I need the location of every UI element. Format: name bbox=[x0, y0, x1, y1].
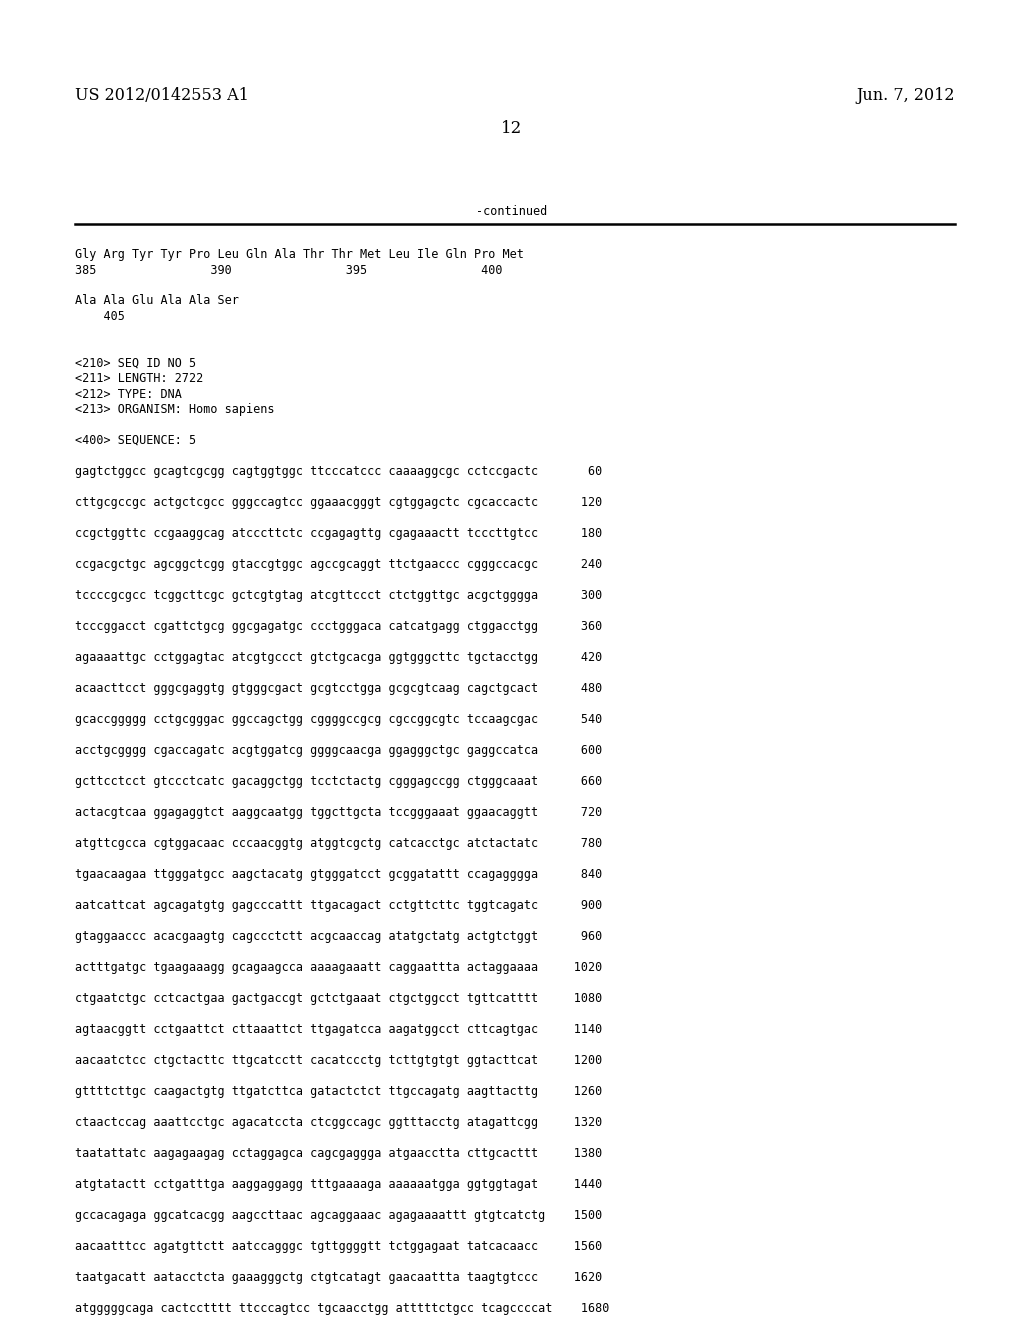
Text: <211> LENGTH: 2722: <211> LENGTH: 2722 bbox=[75, 372, 203, 385]
Text: aacaatctcc ctgctacttc ttgcatcctt cacatccctg tcttgtgtgt ggtacttcat     1200: aacaatctcc ctgctacttc ttgcatcctt cacatcc… bbox=[75, 1053, 602, 1067]
Text: actttgatgc tgaagaaagg gcagaagcca aaaagaaatt caggaattta actaggaaaa     1020: actttgatgc tgaagaaagg gcagaagcca aaaagaa… bbox=[75, 961, 602, 974]
Text: aatcattcat agcagatgtg gagcccattt ttgacagact cctgttcttc tggtcagatc      900: aatcattcat agcagatgtg gagcccattt ttgacag… bbox=[75, 899, 602, 912]
Text: gtaggaaccc acacgaagtg cagccctctt acgcaaccag atatgctatg actgtctggt      960: gtaggaaccc acacgaagtg cagccctctt acgcaac… bbox=[75, 931, 602, 942]
Text: US 2012/0142553 A1: US 2012/0142553 A1 bbox=[75, 87, 249, 103]
Text: <400> SEQUENCE: 5: <400> SEQUENCE: 5 bbox=[75, 434, 197, 447]
Text: gagtctggcc gcagtcgcgg cagtggtggc ttcccatccc caaaaggcgc cctccgactc       60: gagtctggcc gcagtcgcgg cagtggtggc ttcccat… bbox=[75, 465, 602, 478]
Text: cttgcgccgc actgctcgcc gggccagtcc ggaaacgggt cgtggagctc cgcaccactc      120: cttgcgccgc actgctcgcc gggccagtcc ggaaacg… bbox=[75, 496, 602, 510]
Text: 385                390                395                400: 385 390 395 400 bbox=[75, 264, 503, 276]
Text: gttttcttgc caagactgtg ttgatcttca gatactctct ttgccagatg aagttacttg     1260: gttttcttgc caagactgtg ttgatcttca gatactc… bbox=[75, 1085, 602, 1098]
Text: atgtatactt cctgatttga aaggaggagg tttgaaaaga aaaaaatgga ggtggtagat     1440: atgtatactt cctgatttga aaggaggagg tttgaaa… bbox=[75, 1177, 602, 1191]
Text: aacaatttcc agatgttctt aatccagggc tgttggggtt tctggagaat tatcacaacc     1560: aacaatttcc agatgttctt aatccagggc tgttggg… bbox=[75, 1239, 602, 1253]
Text: tgaacaagaa ttgggatgcc aagctacatg gtgggatcct gcggatattt ccagagggga      840: tgaacaagaa ttgggatgcc aagctacatg gtgggat… bbox=[75, 869, 602, 880]
Text: Ala Ala Glu Ala Ala Ser: Ala Ala Glu Ala Ala Ser bbox=[75, 294, 239, 308]
Text: 12: 12 bbox=[502, 120, 522, 137]
Text: ctgaatctgc cctcactgaa gactgaccgt gctctgaaat ctgctggcct tgttcatttt     1080: ctgaatctgc cctcactgaa gactgaccgt gctctga… bbox=[75, 993, 602, 1005]
Text: acctgcgggg cgaccagatc acgtggatcg ggggcaacga ggagggctgc gaggccatca      600: acctgcgggg cgaccagatc acgtggatcg ggggcaa… bbox=[75, 744, 602, 756]
Text: ctaactccag aaattcctgc agacatccta ctcggccagc ggtttacctg atagattcgg     1320: ctaactccag aaattcctgc agacatccta ctcggcc… bbox=[75, 1115, 602, 1129]
Text: taatattatc aagagaagag cctaggagca cagcgaggga atgaacctta cttgcacttt     1380: taatattatc aagagaagag cctaggagca cagcgag… bbox=[75, 1147, 602, 1160]
Text: <213> ORGANISM: Homo sapiens: <213> ORGANISM: Homo sapiens bbox=[75, 403, 274, 416]
Text: actacgtcaa ggagaggtct aaggcaatgg tggcttgcta tccgggaaat ggaacaggtt      720: actacgtcaa ggagaggtct aaggcaatgg tggcttg… bbox=[75, 807, 602, 818]
Text: gcttcctcct gtccctcatc gacaggctgg tcctctactg cgggagccgg ctgggcaaat      660: gcttcctcct gtccctcatc gacaggctgg tcctcta… bbox=[75, 775, 602, 788]
Text: atgggggcaga cactcctttt ttcccagtcc tgcaacctgg atttttctgcc tcagccccat    1680: atgggggcaga cactcctttt ttcccagtcc tgcaac… bbox=[75, 1302, 609, 1315]
Text: -continued: -continued bbox=[476, 205, 548, 218]
Text: <212> TYPE: DNA: <212> TYPE: DNA bbox=[75, 388, 182, 400]
Text: agtaacggtt cctgaattct cttaaattct ttgagatcca aagatggcct cttcagtgac     1140: agtaacggtt cctgaattct cttaaattct ttgagat… bbox=[75, 1023, 602, 1036]
Text: acaacttcct gggcgaggtg gtgggcgact gcgtcctgga gcgcgtcaag cagctgcact      480: acaacttcct gggcgaggtg gtgggcgact gcgtcct… bbox=[75, 682, 602, 696]
Text: gccacagaga ggcatcacgg aagccttaac agcaggaaac agagaaaattt gtgtcatctg    1500: gccacagaga ggcatcacgg aagccttaac agcagga… bbox=[75, 1209, 602, 1222]
Text: 405: 405 bbox=[75, 310, 125, 323]
Text: <210> SEQ ID NO 5: <210> SEQ ID NO 5 bbox=[75, 356, 197, 370]
Text: agaaaattgc cctggagtac atcgtgccct gtctgcacga ggtgggcttc tgctacctgg      420: agaaaattgc cctggagtac atcgtgccct gtctgca… bbox=[75, 651, 602, 664]
Text: Gly Arg Tyr Tyr Pro Leu Gln Ala Thr Thr Met Leu Ile Gln Pro Met: Gly Arg Tyr Tyr Pro Leu Gln Ala Thr Thr … bbox=[75, 248, 524, 261]
Text: atgttcgcca cgtggacaac cccaacggtg atggtcgctg catcacctgc atctactatc      780: atgttcgcca cgtggacaac cccaacggtg atggtcg… bbox=[75, 837, 602, 850]
Text: gcaccggggg cctgcgggac ggccagctgg cggggccgcg cgccggcgtc tccaagcgac      540: gcaccggggg cctgcgggac ggccagctgg cggggcc… bbox=[75, 713, 602, 726]
Text: taatgacatt aatacctcta gaaagggctg ctgtcatagt gaacaattta taagtgtccc     1620: taatgacatt aatacctcta gaaagggctg ctgtcat… bbox=[75, 1271, 602, 1284]
Text: ccgctggttc ccgaaggcag atcccttctc ccgagagttg cgagaaactt tcccttgtcc      180: ccgctggttc ccgaaggcag atcccttctc ccgagag… bbox=[75, 527, 602, 540]
Text: Jun. 7, 2012: Jun. 7, 2012 bbox=[856, 87, 955, 103]
Text: tccccgcgcc tcggcttcgc gctcgtgtag atcgttccct ctctggttgc acgctgggga      300: tccccgcgcc tcggcttcgc gctcgtgtag atcgttc… bbox=[75, 589, 602, 602]
Text: ccgacgctgc agcggctcgg gtaccgtggc agccgcaggt ttctgaaccc cgggccacgc      240: ccgacgctgc agcggctcgg gtaccgtggc agccgca… bbox=[75, 558, 602, 572]
Text: tcccggacct cgattctgcg ggcgagatgc ccctgggaca catcatgagg ctggacctgg      360: tcccggacct cgattctgcg ggcgagatgc ccctggg… bbox=[75, 620, 602, 634]
